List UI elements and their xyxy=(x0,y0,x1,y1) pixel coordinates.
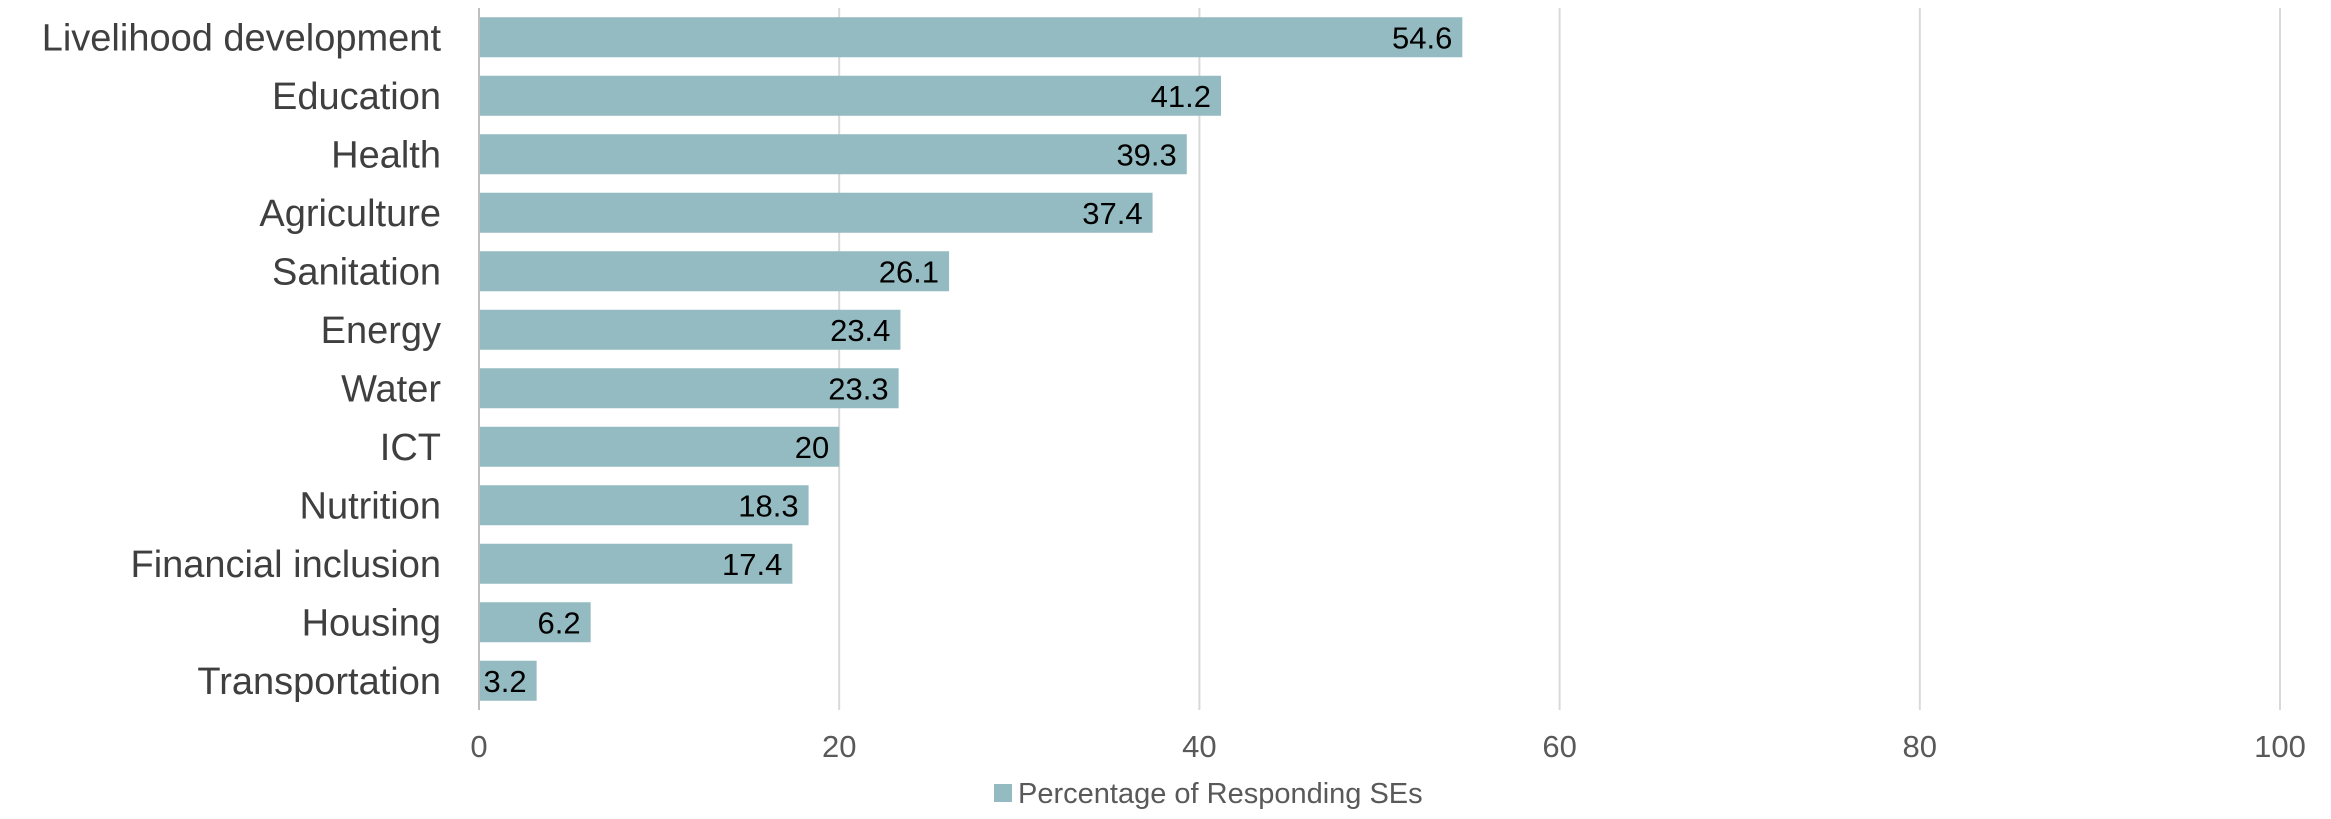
bar xyxy=(479,75,1222,116)
data-label: 3.2 xyxy=(484,664,527,699)
x-tick-label: 60 xyxy=(1542,729,1576,764)
x-tick-label: 40 xyxy=(1182,729,1216,764)
data-label: 26.1 xyxy=(879,254,939,289)
legend-swatch xyxy=(994,784,1012,802)
data-label: 17.4 xyxy=(722,547,782,582)
category-label: Sanitation xyxy=(272,251,441,293)
x-tick-label: 20 xyxy=(822,729,856,764)
category-label: Water xyxy=(341,368,441,410)
category-label: Education xyxy=(272,76,441,118)
x-tick-label: 0 xyxy=(470,729,487,764)
bar xyxy=(479,309,901,350)
bar xyxy=(479,602,591,643)
bar xyxy=(479,543,793,584)
data-label: 41.2 xyxy=(1151,79,1211,114)
bar xyxy=(479,192,1153,233)
bar xyxy=(479,251,950,292)
data-label: 20 xyxy=(795,430,829,465)
bar xyxy=(479,17,1463,58)
gridlines xyxy=(838,8,2281,710)
category-label: Agriculture xyxy=(259,193,441,235)
category-label: ICT xyxy=(380,427,441,469)
data-label: 39.3 xyxy=(1116,137,1176,172)
legend-label: Percentage of Responding SEs xyxy=(1018,778,1423,810)
x-tick-label: 80 xyxy=(1903,729,1937,764)
data-label: 18.3 xyxy=(738,488,798,523)
data-label: 37.4 xyxy=(1082,196,1142,231)
legend: Percentage of Responding SEs xyxy=(994,778,1423,810)
data-label: 6.2 xyxy=(538,605,581,640)
data-label: 23.4 xyxy=(830,313,890,348)
bar xyxy=(479,485,809,526)
category-label: Transportation xyxy=(197,661,441,703)
bar xyxy=(479,368,899,409)
category-label: Livelihood development xyxy=(42,17,442,59)
category-label: Financial inclusion xyxy=(131,544,442,586)
category-label: Energy xyxy=(321,310,441,352)
category-label: Housing xyxy=(302,602,441,644)
bars xyxy=(479,17,1463,701)
x-tick-label: 100 xyxy=(2254,729,2306,764)
bar xyxy=(479,426,840,467)
bar xyxy=(479,134,1187,175)
category-label: Nutrition xyxy=(300,485,442,527)
data-label: 54.6 xyxy=(1392,20,1452,55)
bar xyxy=(479,660,537,701)
data-label: 23.3 xyxy=(828,371,888,406)
labels: 0 20 40 60 80 100 Livelihood development 54.6 Ed… xyxy=(42,17,2306,764)
category-label: Health xyxy=(331,134,441,176)
